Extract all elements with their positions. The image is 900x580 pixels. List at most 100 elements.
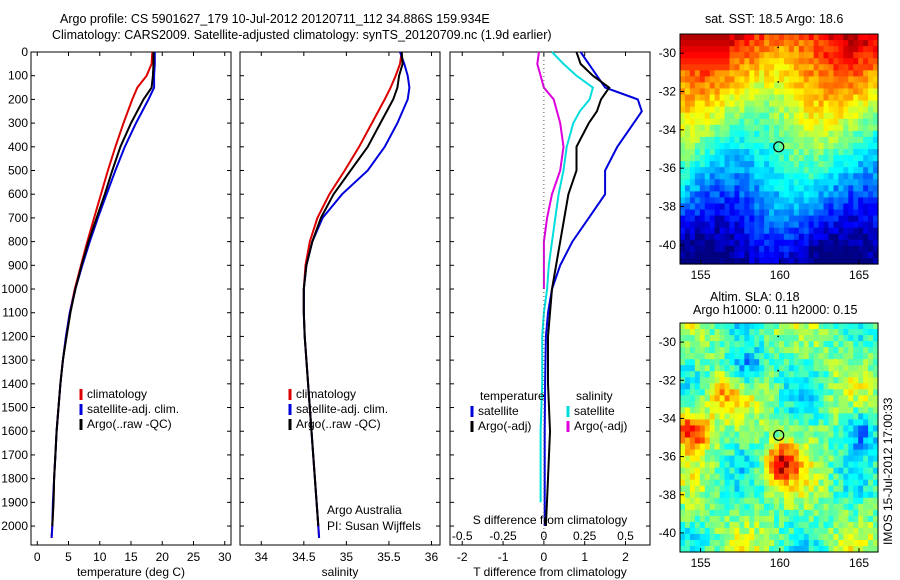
map-cell xyxy=(759,149,765,156)
map-cell xyxy=(853,112,859,120)
map-cell xyxy=(828,118,835,126)
map-cell xyxy=(868,257,874,265)
map-cell xyxy=(828,130,835,138)
map-cell xyxy=(699,479,706,487)
map-cell xyxy=(868,112,874,120)
map-cell xyxy=(774,383,780,390)
map-cell xyxy=(764,413,770,421)
map-cell xyxy=(823,215,830,223)
map-cell xyxy=(848,365,854,372)
map-cell xyxy=(818,70,825,77)
map-cell xyxy=(704,539,711,547)
map-cell xyxy=(714,347,721,354)
map-cell xyxy=(769,52,775,59)
map-cell xyxy=(734,419,740,427)
depth-tick-label: 1000 xyxy=(1,282,28,296)
map-cell xyxy=(823,173,830,180)
map-cell xyxy=(803,395,810,402)
map-cell xyxy=(734,539,740,547)
map-cell xyxy=(764,130,770,138)
map-cell xyxy=(818,34,825,41)
map-cell xyxy=(813,245,820,253)
map-cell xyxy=(680,70,686,77)
map-cell xyxy=(699,419,706,427)
map-cell xyxy=(689,136,696,144)
map-cell xyxy=(793,365,800,372)
map-cell xyxy=(680,437,686,445)
map-cell xyxy=(858,485,864,493)
map-cell xyxy=(779,443,785,451)
map-cell xyxy=(803,179,810,186)
map-cell xyxy=(843,221,849,229)
map-cell xyxy=(769,401,775,408)
map-cell xyxy=(783,136,790,144)
map-cell xyxy=(808,257,815,265)
map-cell xyxy=(694,167,701,174)
map-cell xyxy=(873,473,879,481)
map-cell xyxy=(680,155,686,162)
map-cell xyxy=(833,227,839,235)
map-cell xyxy=(858,413,864,421)
map-cell xyxy=(863,257,869,265)
map-cell xyxy=(818,323,825,330)
map-cell xyxy=(694,64,701,71)
map-cell xyxy=(749,185,755,192)
map-cell xyxy=(808,521,815,529)
map-cell xyxy=(843,106,849,114)
map-cell xyxy=(749,497,755,505)
map-cell xyxy=(868,413,874,421)
map-cell xyxy=(684,377,691,384)
map-cell xyxy=(704,353,711,360)
map-cell xyxy=(764,136,770,144)
map-cell xyxy=(694,106,701,114)
map-cell xyxy=(774,533,780,541)
map-cell xyxy=(764,239,770,247)
map-cell xyxy=(774,215,780,223)
map-cell xyxy=(779,34,785,41)
map-cell xyxy=(833,323,839,330)
map-cell xyxy=(853,191,859,199)
map-cell xyxy=(724,185,731,192)
map-cell xyxy=(734,431,740,439)
map-cell xyxy=(689,209,696,217)
map-cell xyxy=(783,521,790,529)
map-cell xyxy=(754,353,760,360)
map-cell xyxy=(719,233,726,241)
map-cell xyxy=(774,467,780,475)
map-cell xyxy=(709,185,716,192)
map-cell xyxy=(709,455,716,463)
map-cell xyxy=(739,389,745,396)
map-cell xyxy=(709,329,716,336)
map-cell xyxy=(694,239,701,247)
map-cell xyxy=(739,40,745,47)
map-cell xyxy=(833,467,839,475)
map-cell xyxy=(749,191,755,199)
map-cell xyxy=(754,221,760,229)
map-cell xyxy=(759,191,765,199)
map-cell xyxy=(754,335,760,342)
map-cell xyxy=(739,323,745,330)
map-cell xyxy=(783,401,790,408)
map-cell xyxy=(858,82,864,90)
map-cell xyxy=(818,185,825,192)
map-cell xyxy=(774,34,780,41)
map-cell xyxy=(848,479,854,487)
map-cell xyxy=(838,203,844,211)
map-cell xyxy=(779,353,785,360)
map-cell xyxy=(734,365,740,372)
map-cell xyxy=(719,94,726,102)
map-cell xyxy=(699,161,706,168)
map-cell xyxy=(714,455,721,463)
map-cell xyxy=(774,521,780,529)
map-cell xyxy=(853,491,859,499)
map-cell xyxy=(853,371,859,378)
map-cell xyxy=(719,419,726,427)
map-cell xyxy=(853,64,859,71)
map-cell xyxy=(774,179,780,186)
map-cell xyxy=(719,461,726,469)
map-cell xyxy=(734,521,740,529)
map-cell xyxy=(729,52,736,59)
map-cell xyxy=(813,34,820,41)
map-cell xyxy=(764,167,770,174)
map-cell xyxy=(769,323,775,330)
